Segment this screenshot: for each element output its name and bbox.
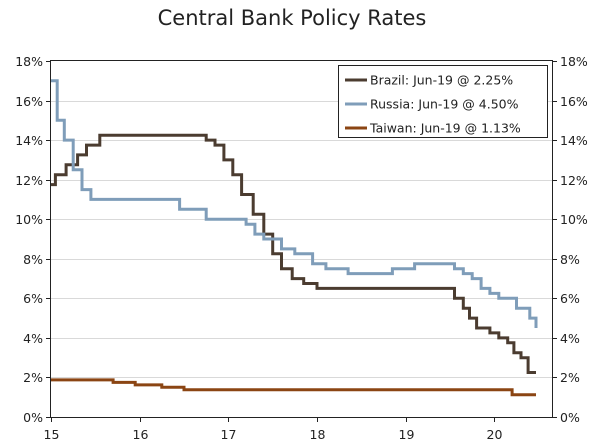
y-tick-label-left: 2% bbox=[23, 370, 43, 385]
chart-title: Central Bank Policy Rates bbox=[158, 6, 427, 30]
plot-area-frame bbox=[50, 60, 553, 418]
x-tick-label: 17 bbox=[221, 427, 237, 442]
y-tick-label-right: 10% bbox=[560, 212, 588, 227]
legend-label-taiwan: Taiwan: Jun-19 @ 1.13% bbox=[369, 121, 521, 136]
series-line-russia bbox=[51, 79, 538, 328]
series-line-brazil bbox=[51, 133, 536, 374]
y-tick-label-left: 18% bbox=[15, 54, 43, 69]
y-tick-label-left: 4% bbox=[23, 331, 43, 346]
y-tick-label-right: 16% bbox=[560, 94, 588, 109]
x-axis: 15 16 17 18 19 20 bbox=[44, 417, 503, 442]
y-tick-label-left: 8% bbox=[23, 252, 43, 267]
x-tick-label: 15 bbox=[44, 427, 60, 442]
series-group bbox=[51, 79, 538, 397]
y-tick-label-right: 6% bbox=[560, 291, 580, 306]
legend-label-brazil: Brazil: Jun-19 @ 2.25% bbox=[370, 73, 513, 88]
gridlines bbox=[51, 101, 552, 378]
x-tick-label: 20 bbox=[487, 427, 503, 442]
y-tick-label-right: 18% bbox=[560, 54, 588, 69]
y-tick-label-right: 4% bbox=[560, 331, 580, 346]
series-line-taiwan bbox=[51, 378, 536, 397]
y-axis-left: 0% 2% 4% 6% 8% 10% 12% 14% 16% 18% bbox=[15, 54, 51, 425]
y-axis-right: 0% 2% 4% 6% 8% 10% 12% 14% 16% 18% bbox=[552, 54, 588, 425]
legend: Brazil: Jun-19 @ 2.25% Russia: Jun-19 @ 4… bbox=[338, 65, 548, 138]
x-tick-label: 18 bbox=[310, 427, 326, 442]
y-tick-label-left: 12% bbox=[15, 173, 43, 188]
legend-box bbox=[338, 65, 548, 138]
legend-label-russia: Russia: Jun-19 @ 4.50% bbox=[370, 97, 519, 112]
y-tick-label-left: 16% bbox=[15, 94, 43, 109]
x-tick-label: 16 bbox=[133, 427, 149, 442]
y-tick-label-right: 2% bbox=[560, 370, 580, 385]
y-tick-label-right: 8% bbox=[560, 252, 580, 267]
y-tick-label-right: 12% bbox=[560, 173, 588, 188]
y-tick-label-left: 14% bbox=[15, 133, 43, 148]
y-tick-label-left: 6% bbox=[23, 291, 43, 306]
y-tick-label-left: 0% bbox=[23, 410, 43, 425]
y-tick-label-right: 14% bbox=[560, 133, 588, 148]
y-tick-label-left: 10% bbox=[15, 212, 43, 227]
y-tick-label-right: 0% bbox=[560, 410, 580, 425]
x-tick-label: 19 bbox=[399, 427, 415, 442]
